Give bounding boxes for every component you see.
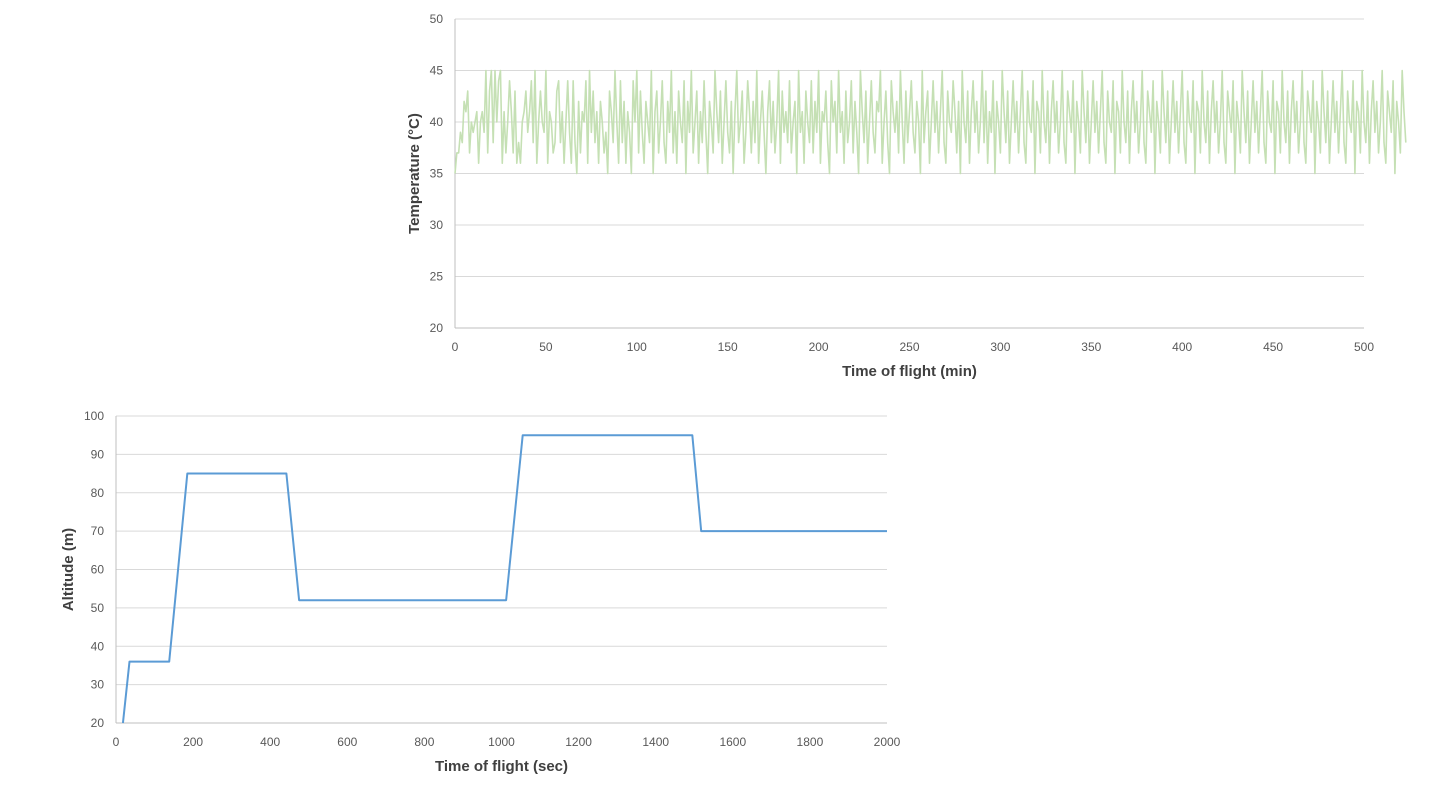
- alt-y-tick-label: 30: [91, 678, 105, 692]
- alt-x-tick-label: 0: [113, 735, 120, 749]
- temp-x-tick-label: 300: [990, 340, 1010, 354]
- alt-x-tick-label: 600: [337, 735, 357, 749]
- temp-x-tick-label: 100: [627, 340, 647, 354]
- alt-y-tick-label: 80: [91, 486, 105, 500]
- temp-x-axis-title: Time of flight (min): [842, 363, 977, 380]
- alt-y-tick-label: 100: [84, 409, 104, 423]
- temp-x-tick-label: 500: [1354, 340, 1374, 354]
- alt-x-tick-label: 1400: [642, 735, 669, 749]
- alt-y-tick-label: 70: [91, 524, 105, 538]
- temp-y-tick-label: 45: [430, 64, 444, 78]
- alt-series-line: [121, 434, 887, 724]
- temp-x-tick-label: 0: [452, 340, 459, 354]
- alt-x-tick-label: 2000: [874, 735, 901, 749]
- alt-x-axis-title: Time of flight (sec): [435, 758, 568, 775]
- temp-x-tick-label: 450: [1263, 340, 1283, 354]
- alt-y-tick-label: 90: [91, 447, 105, 461]
- alt-y-tick-label: 20: [91, 716, 105, 730]
- alt-x-tick-label: 1000: [488, 735, 515, 749]
- temp-y-axis-title: Temperature (°C): [406, 113, 423, 234]
- temp-x-tick-label: 400: [1172, 340, 1192, 354]
- temp-series-line: [454, 69, 1407, 175]
- temp-x-tick-label: 200: [809, 340, 829, 354]
- alt-x-tick-label: 800: [414, 735, 434, 749]
- temp-y-tick-label: 50: [430, 12, 444, 26]
- alt-y-tick-label: 40: [91, 639, 105, 653]
- alt-x-tick-label: 1800: [797, 735, 824, 749]
- alt-x-tick-label: 1200: [565, 735, 592, 749]
- alt-y-tick-label: 50: [91, 601, 105, 615]
- alt-y-axis-title: Altitude (m): [60, 528, 77, 611]
- temp-x-tick-label: 50: [539, 340, 553, 354]
- temp-x-tick-label: 250: [899, 340, 919, 354]
- temp-x-tick-label: 350: [1081, 340, 1101, 354]
- alt-x-tick-label: 1600: [719, 735, 746, 749]
- alt-x-tick-label: 400: [260, 735, 280, 749]
- temp-y-tick-label: 40: [430, 115, 444, 129]
- temp-x-tick-label: 150: [718, 340, 738, 354]
- temp-y-tick-label: 20: [430, 321, 444, 335]
- alt-y-tick-label: 60: [91, 563, 105, 577]
- temp-y-tick-label: 30: [430, 218, 444, 232]
- alt-x-tick-label: 200: [183, 735, 203, 749]
- temp-y-tick-label: 25: [430, 270, 444, 284]
- temp-y-tick-label: 35: [430, 167, 444, 181]
